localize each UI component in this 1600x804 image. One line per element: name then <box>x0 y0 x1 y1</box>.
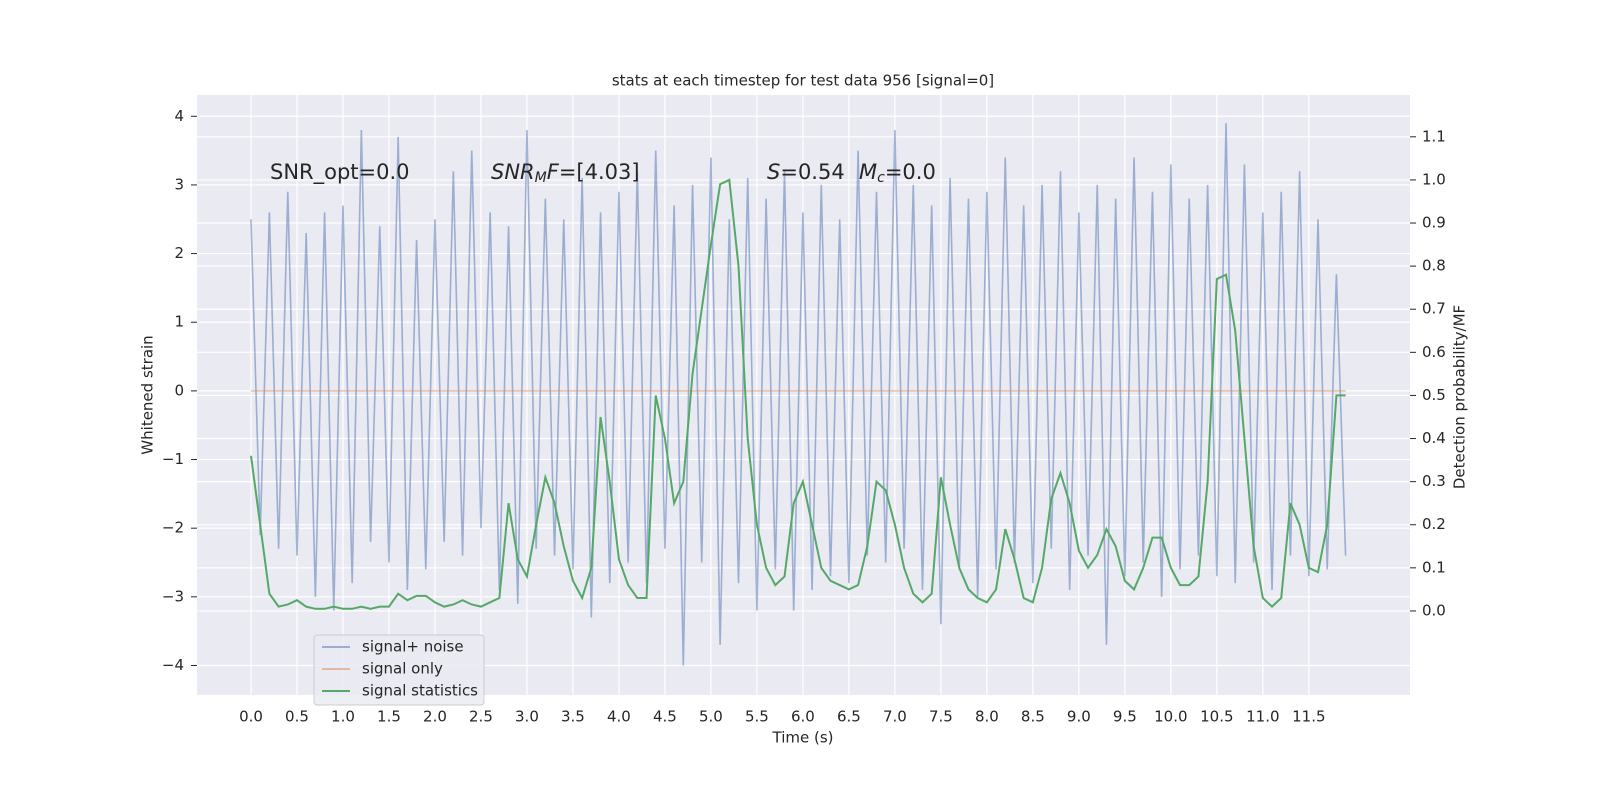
x-tick-label: 4.5 <box>653 708 677 726</box>
annotation: Mc=0.0 <box>859 160 936 186</box>
legend-label: signal only <box>362 660 443 678</box>
y2-tick-label: 0.6 <box>1422 343 1446 361</box>
y-axis-label: Whitened strain <box>139 335 157 454</box>
annotation-part: =0.54 <box>780 160 844 184</box>
y2-tick-label: 0.4 <box>1422 429 1446 447</box>
x-tick-label: 11.0 <box>1246 708 1279 726</box>
x-tick-label: 0.0 <box>239 708 263 726</box>
x-tick-label: 1.0 <box>331 708 355 726</box>
y2-tick-label: 1.1 <box>1422 127 1446 145</box>
y2-axis-label: Detection probability/MF <box>1451 305 1469 489</box>
x-tick-label: 5.0 <box>699 708 723 726</box>
x-tick-label: 2.0 <box>423 708 447 726</box>
annotation-part: c <box>877 170 885 186</box>
annotation-part: SNR_opt=0.0 <box>270 160 410 185</box>
series-line <box>249 178 1346 610</box>
annotation: SNR_opt=0.0 <box>270 160 410 185</box>
chart-title: stats at each timestep for test data 956… <box>612 72 994 90</box>
y2-tick-label: 0.9 <box>1422 214 1446 232</box>
x-tick-label: 8.0 <box>975 708 999 726</box>
x-tick-label: 8.5 <box>1021 708 1045 726</box>
y-tick-label: 2 <box>174 244 184 262</box>
legend-label: signal+ noise <box>362 638 464 656</box>
y-tick-label: 0 <box>174 381 184 399</box>
y2-tick-label: 0.7 <box>1422 300 1446 318</box>
y-tick-label: −2 <box>162 519 184 537</box>
x-axis-label: Time (s) <box>772 729 834 747</box>
legend-box <box>313 634 485 706</box>
y2-tick-label: 0.5 <box>1422 386 1446 404</box>
x-tick-label: 5.5 <box>745 708 769 726</box>
y2-tick-label: 1.0 <box>1422 170 1446 188</box>
x-tick-label: 3.5 <box>561 708 585 726</box>
x-tick-label: 0.5 <box>285 708 309 726</box>
y-tick-label: 1 <box>174 313 184 331</box>
x-tick-label: 3.0 <box>515 708 539 726</box>
annotation-part: =[4.03] <box>559 160 640 184</box>
x-tick-label: 9.0 <box>1067 708 1091 726</box>
annotation-part: SNR <box>491 160 535 184</box>
series-line <box>250 123 1347 666</box>
x-tick-label: 6.5 <box>837 708 861 726</box>
x-tick-label: 10.5 <box>1200 708 1233 726</box>
annotation-part: M <box>859 160 877 184</box>
x-tick-label: 6.0 <box>791 708 815 726</box>
y2-tick-label: 0.2 <box>1422 515 1446 533</box>
y2-tick-label: 0.0 <box>1422 601 1446 619</box>
x-tick-label: 4.0 <box>607 708 631 726</box>
x-tick-label: 1.5 <box>377 708 401 726</box>
y-tick-label: 3 <box>174 175 184 193</box>
y2-tick-label: 0.8 <box>1422 257 1446 275</box>
legend-label: signal statistics <box>362 682 478 700</box>
annotation-part: S <box>767 160 780 184</box>
x-tick-label: 7.0 <box>883 708 907 726</box>
annotation: SNRMF=[4.03] <box>491 160 640 186</box>
y-tick-label: −1 <box>162 450 184 468</box>
y2-tick-label: 0.1 <box>1422 558 1446 576</box>
annotation-part: M <box>535 170 547 186</box>
annotation-part: =0.0 <box>885 160 936 184</box>
x-tick-label: 2.5 <box>469 708 493 726</box>
x-tick-label: 9.5 <box>1113 708 1137 726</box>
y2-tick-label: 0.3 <box>1422 472 1446 490</box>
x-tick-label: 11.5 <box>1292 708 1325 726</box>
y-tick-label: 4 <box>174 107 184 125</box>
y-tick-label: −3 <box>162 587 184 605</box>
annotation-part: F <box>547 160 560 184</box>
y-tick-label: −4 <box>162 656 184 674</box>
annotation: S=0.54 <box>767 160 845 184</box>
x-tick-label: 7.5 <box>929 708 953 726</box>
x-tick-label: 10.0 <box>1154 708 1187 726</box>
